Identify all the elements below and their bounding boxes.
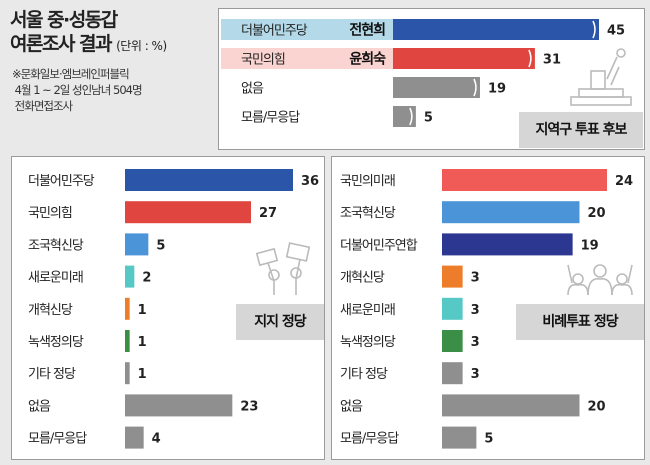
value-label: 24 [615, 174, 633, 189]
category-label: 더불어민주당 [28, 174, 95, 189]
category-label: 국민의미래 [340, 174, 395, 189]
bar-1-6 [125, 362, 130, 385]
value-label: 3 [471, 335, 480, 350]
candidate-name: 전현희 [349, 22, 385, 39]
bar-2-2 [442, 233, 573, 256]
party-support-panel: 더불어민주당 36 국민의힘 27 조국혁신당 5 새로운미래 2 개혁신당 1 녹색정의당 1 기타 … [11, 156, 325, 460]
category-label: 조국혁신당 [340, 206, 396, 221]
candidate-label-bg [221, 48, 393, 69]
bar-0-3 [393, 106, 416, 127]
value-label: 45 [607, 24, 625, 39]
category-label: 모름/무응답 [340, 432, 399, 447]
value-label: 19 [581, 238, 599, 253]
bar-1-7 [125, 394, 233, 417]
value-label: 19 [488, 82, 506, 97]
bar-1-0 [125, 169, 293, 191]
value-label: 20 [588, 206, 606, 221]
category-label: 조국혁신당 [28, 238, 84, 253]
category-label: 기타 정당 [340, 367, 388, 382]
value-label: 3 [471, 303, 480, 318]
category-label: 모름/무응답 [28, 432, 87, 447]
category-label: 기타 정당 [28, 367, 76, 382]
bar-highlight [592, 20, 596, 39]
bar-2-4 [442, 297, 463, 320]
bar-1-4 [125, 297, 130, 320]
title-line-1: 서울 중·성동갑 [10, 9, 118, 31]
value-label: 4 [152, 432, 161, 447]
value-label: 36 [301, 174, 319, 189]
ballot-box-icon [570, 48, 632, 106]
category-label: 새로운미래 [28, 271, 83, 286]
title-line-2: 여론조사 결과 [10, 33, 113, 55]
value-label: 3 [471, 271, 480, 286]
category-label: 없음 [340, 399, 363, 414]
category-label: 없음 [28, 399, 51, 414]
bar-2-5 [442, 330, 463, 352]
category-label: 더불어민주연합 [340, 238, 418, 253]
proportional-vote-tag: 비례투표 정당 [516, 304, 644, 340]
value-label: 23 [240, 399, 258, 414]
value-label: 20 [588, 399, 606, 414]
category-label: 없음 [241, 82, 264, 97]
candidate-label-bg [221, 19, 393, 40]
value-label: 2 [142, 271, 151, 286]
value-label: 5 [484, 432, 493, 447]
bar-2-3 [442, 265, 463, 288]
value-label: 31 [543, 53, 561, 68]
unit-label: (단위 : %) [116, 39, 167, 53]
value-label: 1 [138, 367, 147, 382]
bar-highlight [528, 49, 532, 68]
category-label: 더불어민주당 [241, 24, 308, 39]
category-label: 녹색정의당 [340, 335, 396, 350]
source-note: ※문화일보·엠브레인퍼블릭 4월 1 ~ 2일 성인남녀 504명 전화면접조사 [12, 67, 143, 113]
bar-1-1 [125, 201, 251, 224]
bar-2-1 [442, 201, 580, 224]
bar-highlight [473, 78, 477, 97]
bar-2-6 [442, 362, 463, 385]
category-label: 녹색정의당 [28, 335, 84, 350]
category-label: 개혁신당 [28, 303, 73, 318]
bar-1-2 [125, 233, 149, 256]
category-label: 모름/무응답 [241, 111, 300, 126]
value-label: 3 [471, 367, 480, 382]
party-support-chart: 더불어민주당 36 국민의힘 27 조국혁신당 5 새로운미래 2 개혁신당 1 녹색정의당 1 기타 … [28, 169, 319, 449]
party-support-tag: 지지 정당 [236, 304, 324, 340]
value-label: 1 [138, 335, 147, 350]
bar-1-8 [125, 426, 144, 449]
bar-2-8 [442, 426, 477, 449]
value-label: 1 [138, 303, 147, 318]
protest-signs-icon [255, 242, 311, 295]
raised-hands-icon [567, 264, 633, 296]
bar-0-1 [393, 48, 535, 69]
bar-0-0 [393, 19, 599, 40]
value-label: 5 [156, 238, 165, 253]
bar-1-5 [125, 330, 130, 352]
bar-1-3 [125, 265, 135, 288]
bar-highlight [409, 107, 413, 126]
district-candidate-panel: 더불어민주당 전현희 45 국민의힘 윤희숙 31 없음 19 모름/무응답 5 지역구 투표 후… [218, 8, 645, 150]
district-candidate-tag: 지역구 투표 후보 [519, 112, 643, 148]
bar-2-7 [442, 394, 580, 417]
proportional-vote-chart: 국민의미래 24 조국혁신당 20 더불어민주연합 19 개혁신당 3 새로운미래 3 녹색정의당 3… [340, 169, 633, 449]
bar-0-2 [393, 77, 480, 98]
category-label: 새로운미래 [340, 303, 395, 318]
category-label: 국민의힘 [28, 206, 72, 221]
category-label: 개혁신당 [340, 271, 385, 286]
category-label: 국민의힘 [241, 53, 285, 68]
chart-title: 서울 중·성동갑 여론조사 결과 (단위 : %) [10, 8, 167, 58]
value-label: 5 [424, 111, 433, 126]
value-label: 27 [259, 206, 277, 221]
district-candidate-chart: 더불어민주당 전현희 45 국민의힘 윤희숙 31 없음 19 모름/무응답 5 [221, 19, 632, 127]
bar-2-0 [442, 169, 607, 191]
proportional-vote-panel: 국민의미래 24 조국혁신당 20 더불어민주연합 19 개혁신당 3 새로운미래 3 녹색정의당 3… [331, 156, 645, 460]
candidate-name: 윤희숙 [349, 52, 386, 68]
